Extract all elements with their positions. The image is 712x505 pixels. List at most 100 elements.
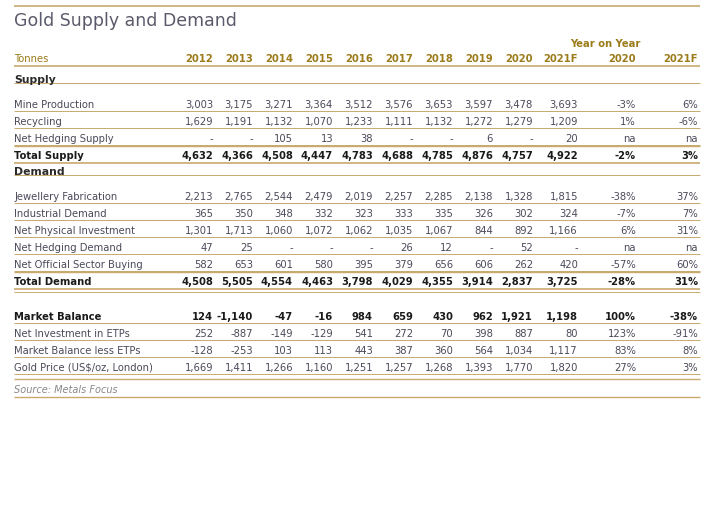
Text: 4,463: 4,463 bbox=[301, 276, 333, 286]
Text: 2020: 2020 bbox=[609, 54, 636, 64]
Text: Net Investment in ETPs: Net Investment in ETPs bbox=[14, 328, 130, 338]
Text: 1,251: 1,251 bbox=[345, 362, 373, 372]
Text: 6%: 6% bbox=[620, 226, 636, 235]
Text: 2012: 2012 bbox=[185, 54, 213, 64]
Text: 2013: 2013 bbox=[225, 54, 253, 64]
Text: 25: 25 bbox=[240, 242, 253, 252]
Text: 1,035: 1,035 bbox=[384, 226, 413, 235]
Text: -3%: -3% bbox=[617, 100, 636, 110]
Text: 3,597: 3,597 bbox=[464, 100, 493, 110]
Text: Jewellery Fabrication: Jewellery Fabrication bbox=[14, 191, 117, 201]
Text: -47: -47 bbox=[275, 312, 293, 321]
Text: 984: 984 bbox=[352, 312, 373, 321]
Text: Total Supply: Total Supply bbox=[14, 150, 84, 161]
Text: 1,067: 1,067 bbox=[424, 226, 453, 235]
Text: 1,072: 1,072 bbox=[305, 226, 333, 235]
Text: -: - bbox=[530, 134, 533, 144]
Text: 3,576: 3,576 bbox=[384, 100, 413, 110]
Text: na: na bbox=[686, 134, 698, 144]
Text: 4,757: 4,757 bbox=[501, 150, 533, 161]
Text: 326: 326 bbox=[474, 209, 493, 219]
Text: 564: 564 bbox=[474, 345, 493, 356]
Text: 27%: 27% bbox=[614, 362, 636, 372]
Text: -: - bbox=[575, 242, 578, 252]
Text: 4,355: 4,355 bbox=[421, 276, 453, 286]
Text: -: - bbox=[449, 134, 453, 144]
Text: 3,798: 3,798 bbox=[342, 276, 373, 286]
Text: 37%: 37% bbox=[676, 191, 698, 201]
Text: Gold Supply and Demand: Gold Supply and Demand bbox=[14, 12, 237, 30]
Text: 3,693: 3,693 bbox=[550, 100, 578, 110]
Text: 333: 333 bbox=[394, 209, 413, 219]
Text: 1,279: 1,279 bbox=[504, 117, 533, 127]
Text: 3,725: 3,725 bbox=[547, 276, 578, 286]
Text: -: - bbox=[409, 134, 413, 144]
Text: Tonnes: Tonnes bbox=[14, 54, 48, 64]
Text: Net Official Sector Buying: Net Official Sector Buying bbox=[14, 260, 142, 270]
Text: 2019: 2019 bbox=[465, 54, 493, 64]
Text: 4,785: 4,785 bbox=[421, 150, 453, 161]
Text: 395: 395 bbox=[354, 260, 373, 270]
Text: -: - bbox=[289, 242, 293, 252]
Text: na: na bbox=[624, 134, 636, 144]
Text: 47: 47 bbox=[200, 242, 213, 252]
Text: 2,544: 2,544 bbox=[265, 191, 293, 201]
Text: 13: 13 bbox=[320, 134, 333, 144]
Text: -253: -253 bbox=[231, 345, 253, 356]
Text: 302: 302 bbox=[514, 209, 533, 219]
Text: 12: 12 bbox=[440, 242, 453, 252]
Text: Net Hedging Supply: Net Hedging Supply bbox=[14, 134, 114, 144]
Text: 6%: 6% bbox=[682, 100, 698, 110]
Text: 1,815: 1,815 bbox=[550, 191, 578, 201]
Text: 335: 335 bbox=[434, 209, 453, 219]
Text: 1,669: 1,669 bbox=[184, 362, 213, 372]
Text: -1,140: -1,140 bbox=[216, 312, 253, 321]
Text: 2015: 2015 bbox=[305, 54, 333, 64]
Text: Recycling: Recycling bbox=[14, 117, 62, 127]
Text: 3,175: 3,175 bbox=[224, 100, 253, 110]
Text: 26: 26 bbox=[400, 242, 413, 252]
Text: 1,209: 1,209 bbox=[550, 117, 578, 127]
Text: 3,271: 3,271 bbox=[264, 100, 293, 110]
Text: Market Balance: Market Balance bbox=[14, 312, 101, 321]
Text: 323: 323 bbox=[354, 209, 373, 219]
Text: 420: 420 bbox=[559, 260, 578, 270]
Text: 2,837: 2,837 bbox=[501, 276, 533, 286]
Text: 2014: 2014 bbox=[265, 54, 293, 64]
Text: -: - bbox=[330, 242, 333, 252]
Text: -91%: -91% bbox=[672, 328, 698, 338]
Text: 2020: 2020 bbox=[506, 54, 533, 64]
Text: 2018: 2018 bbox=[425, 54, 453, 64]
Text: 3,512: 3,512 bbox=[345, 100, 373, 110]
Text: 1,117: 1,117 bbox=[550, 345, 578, 356]
Text: 4,876: 4,876 bbox=[461, 150, 493, 161]
Text: 1,301: 1,301 bbox=[184, 226, 213, 235]
Text: 1,060: 1,060 bbox=[265, 226, 293, 235]
Text: 4,447: 4,447 bbox=[301, 150, 333, 161]
Text: 4,554: 4,554 bbox=[261, 276, 293, 286]
Text: na: na bbox=[624, 242, 636, 252]
Text: 350: 350 bbox=[234, 209, 253, 219]
Text: 105: 105 bbox=[274, 134, 293, 144]
Text: 3,364: 3,364 bbox=[305, 100, 333, 110]
Text: 2,479: 2,479 bbox=[305, 191, 333, 201]
Text: 252: 252 bbox=[194, 328, 213, 338]
Text: Source: Metals Focus: Source: Metals Focus bbox=[14, 384, 117, 394]
Text: 3,478: 3,478 bbox=[505, 100, 533, 110]
Text: 2017: 2017 bbox=[385, 54, 413, 64]
Text: 1,266: 1,266 bbox=[264, 362, 293, 372]
Text: 4,508: 4,508 bbox=[261, 150, 293, 161]
Text: 1,070: 1,070 bbox=[305, 117, 333, 127]
Text: 659: 659 bbox=[392, 312, 413, 321]
Text: -6%: -6% bbox=[679, 117, 698, 127]
Text: 1,132: 1,132 bbox=[264, 117, 293, 127]
Text: 398: 398 bbox=[474, 328, 493, 338]
Text: 2,138: 2,138 bbox=[465, 191, 493, 201]
Text: 606: 606 bbox=[474, 260, 493, 270]
Text: 60%: 60% bbox=[676, 260, 698, 270]
Text: 1,062: 1,062 bbox=[345, 226, 373, 235]
Text: 1,820: 1,820 bbox=[550, 362, 578, 372]
Text: Mine Production: Mine Production bbox=[14, 100, 94, 110]
Text: 1,393: 1,393 bbox=[465, 362, 493, 372]
Text: 4,366: 4,366 bbox=[221, 150, 253, 161]
